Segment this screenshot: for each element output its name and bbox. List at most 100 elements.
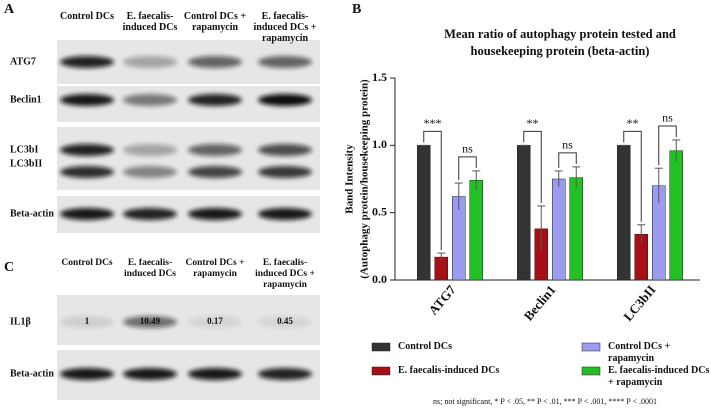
blot-band bbox=[123, 144, 177, 156]
significance-label: ** bbox=[527, 116, 539, 130]
blot-band bbox=[60, 208, 114, 220]
row-label: Beta-actin bbox=[10, 208, 54, 219]
blot-band bbox=[60, 166, 114, 178]
bar bbox=[469, 180, 483, 281]
blot-band bbox=[123, 166, 177, 178]
legend-swatch bbox=[371, 366, 391, 376]
legend-label: Control DCs bbox=[398, 341, 452, 352]
y-tick-label: 1.5 bbox=[372, 70, 387, 84]
error-bar bbox=[537, 205, 546, 252]
legend-label: E. faecalis-induced DCs + rapamycin bbox=[608, 365, 710, 388]
row-label: IL1β bbox=[10, 316, 31, 327]
x-tick-label: Beclin1 bbox=[521, 282, 559, 323]
blot-band bbox=[188, 94, 242, 106]
error-bar bbox=[554, 170, 563, 188]
significance-label: *** bbox=[424, 116, 442, 130]
blot-band bbox=[123, 208, 177, 220]
error-bar bbox=[454, 182, 463, 210]
blot-band bbox=[60, 368, 114, 380]
blot-band bbox=[60, 316, 114, 328]
footnote: ns; not significant, * P < .05, ** P < .… bbox=[433, 397, 657, 406]
band-value: 0.17 bbox=[207, 316, 223, 326]
y-tick-label: 1.0 bbox=[372, 137, 387, 151]
row-label: ATG7 bbox=[10, 56, 36, 67]
y-tick-label: 0.0 bbox=[372, 272, 387, 286]
blot-band bbox=[188, 208, 242, 220]
blot-band bbox=[188, 166, 242, 178]
row-label: Beclin1 bbox=[10, 94, 42, 105]
significance-bracket bbox=[523, 130, 542, 203]
significance-bracket bbox=[658, 125, 677, 166]
blot-panel bbox=[57, 127, 320, 190]
column-header: E. faecalis-induced DCs bbox=[124, 258, 176, 279]
x-tick-label: ATG7 bbox=[425, 282, 458, 318]
y-axis-label: Band Intensity bbox=[344, 144, 356, 214]
blot-band bbox=[188, 56, 242, 68]
blot-band bbox=[258, 316, 312, 328]
column-header: Control DCs bbox=[61, 258, 113, 268]
panel-label: B bbox=[352, 2, 361, 17]
blot-band bbox=[60, 56, 114, 68]
column-header: Control DCs bbox=[60, 11, 114, 22]
bar bbox=[569, 177, 583, 281]
bar bbox=[417, 145, 431, 281]
legend-label: Control DCs + rapamycin bbox=[608, 341, 671, 364]
blot-band bbox=[188, 368, 242, 380]
column-header: E. faecalis-induced DCs bbox=[122, 11, 178, 33]
significance-bracket bbox=[423, 130, 442, 251]
band-value: 0.45 bbox=[277, 316, 293, 326]
legend-label: E. faecalis-induced DCs bbox=[398, 365, 500, 376]
panel-label: A bbox=[4, 2, 15, 17]
blot-band bbox=[258, 208, 312, 220]
blot-band bbox=[188, 316, 242, 328]
significance-bracket bbox=[458, 156, 477, 181]
y-tick-label: 0.5 bbox=[372, 204, 387, 218]
blot-band bbox=[258, 144, 312, 156]
error-bar bbox=[654, 167, 663, 204]
band-value: 1 bbox=[85, 316, 90, 326]
blot-band bbox=[60, 144, 114, 156]
blot-band bbox=[60, 94, 114, 106]
x-tick-label: LC3bII bbox=[620, 282, 658, 324]
bar bbox=[517, 145, 531, 281]
bar bbox=[617, 145, 631, 281]
blot-band bbox=[188, 144, 242, 156]
blot-band bbox=[123, 368, 177, 380]
chart-title: Mean ratio of autophagy protein tested a… bbox=[444, 27, 676, 58]
row-label: Beta-actin bbox=[10, 368, 54, 379]
blot-band bbox=[258, 368, 312, 380]
significance-label: ** bbox=[627, 116, 639, 130]
legend-swatch bbox=[581, 342, 601, 352]
column-header: Control DCs + rapamycin bbox=[183, 11, 247, 33]
significance-label: ns bbox=[462, 142, 473, 156]
row-label: LC3bII bbox=[10, 158, 42, 169]
row-label: LC3bI bbox=[10, 144, 38, 155]
panel-label: C bbox=[4, 260, 14, 275]
error-bar bbox=[672, 139, 681, 162]
band-value: 10.49 bbox=[140, 316, 161, 326]
blot-band bbox=[258, 166, 312, 178]
error-bar bbox=[472, 170, 481, 190]
blot-band bbox=[123, 56, 177, 68]
error-bar bbox=[637, 224, 646, 244]
blot-band bbox=[123, 316, 177, 328]
column-header: E. faecalis-induced DCs + rapamycin bbox=[253, 11, 317, 44]
significance-label: ns bbox=[662, 111, 673, 125]
legend-swatch bbox=[371, 342, 391, 352]
blot-band bbox=[123, 94, 177, 106]
column-header: E. faecalis-induced DCs + rapamycin bbox=[255, 258, 315, 290]
error-bar bbox=[572, 166, 581, 189]
error-bar bbox=[437, 252, 446, 262]
significance-bracket bbox=[558, 152, 577, 168]
legend-swatch bbox=[581, 366, 601, 376]
significance-label: ns bbox=[562, 138, 573, 152]
blot-band bbox=[258, 94, 312, 106]
significance-bracket bbox=[623, 130, 642, 222]
y-axis-label: (Autophagy protein/housekeeping protein) bbox=[359, 79, 371, 279]
bar bbox=[552, 178, 566, 281]
blot-band bbox=[258, 56, 312, 68]
column-header: Control DCs + rapamycin bbox=[185, 258, 245, 279]
bar bbox=[669, 150, 683, 281]
